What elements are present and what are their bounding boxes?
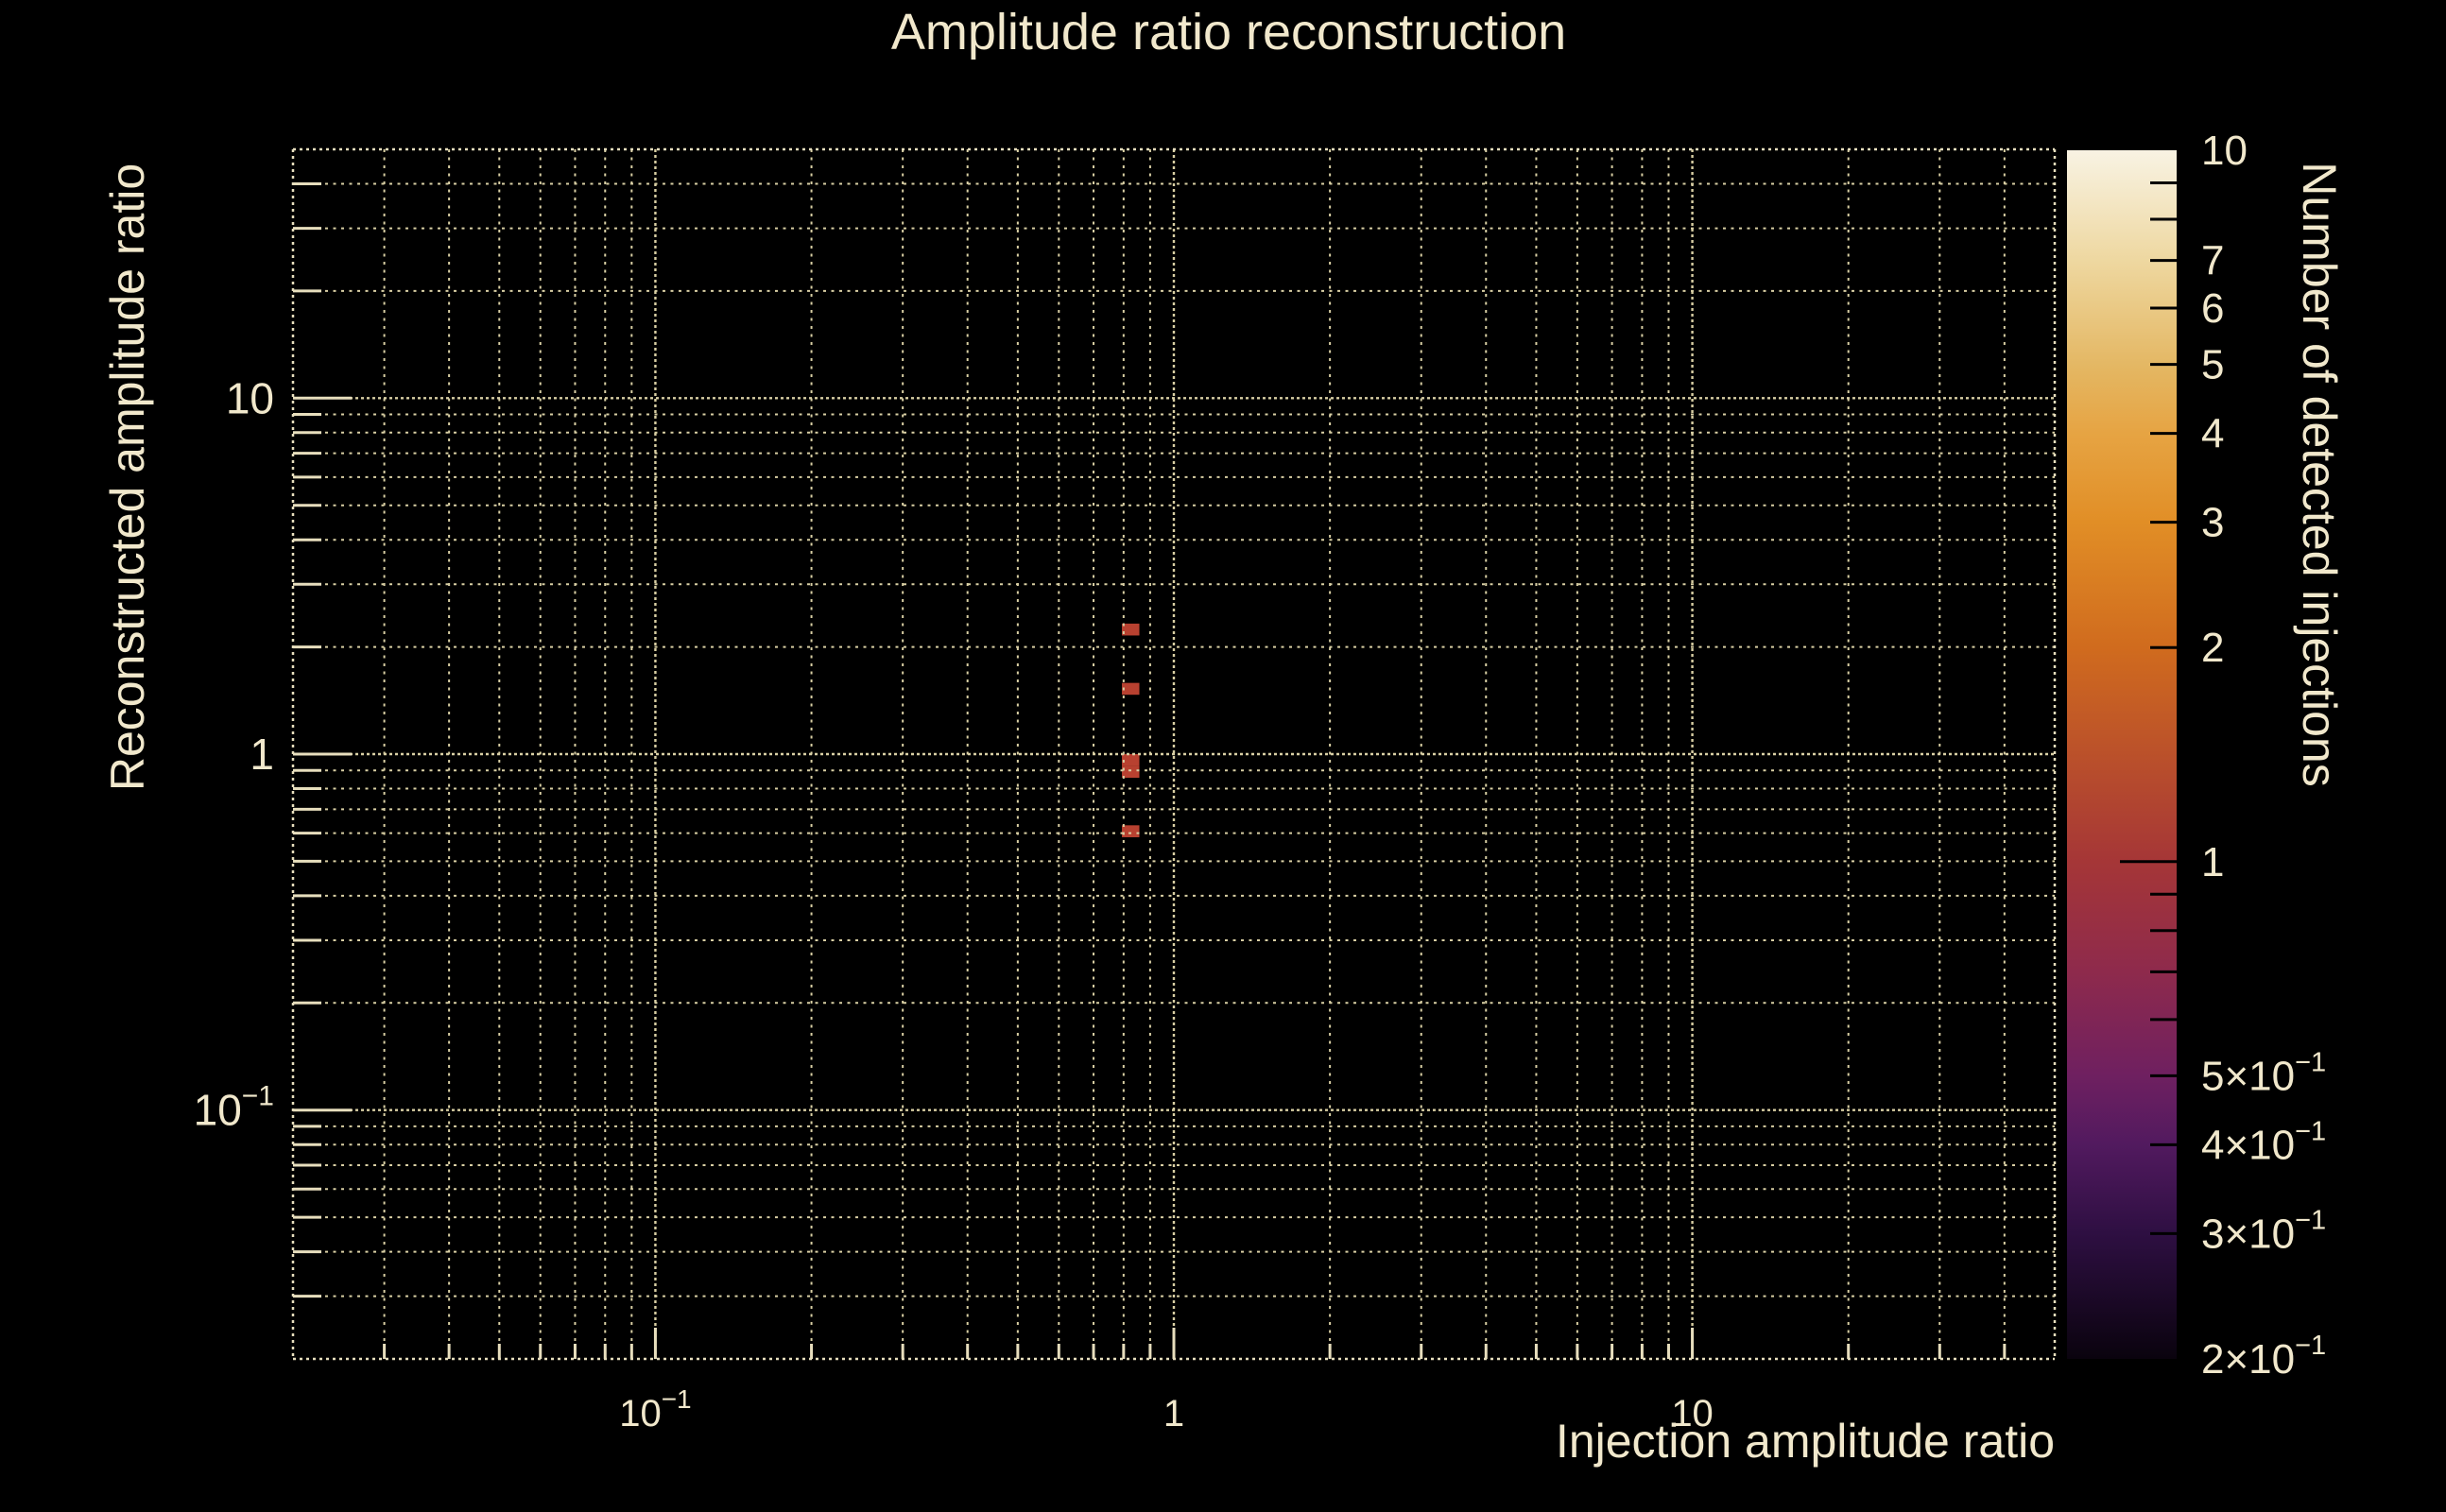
- y-axis-title: Reconstructed amplitude ratio: [101, 163, 154, 791]
- colorbar: 10 76 5 4 3 2 1 5×10−1 4×10−1 3×10−1 2×10−1: [2067, 128, 2326, 1383]
- heatmap-cell: [1122, 825, 1140, 837]
- x-axis-title: Injection amplitude ratio: [1556, 1415, 2055, 1468]
- heatmap-cell: [1122, 754, 1140, 766]
- heatmap-cell: [1122, 682, 1140, 696]
- colorbar-gradient: [2067, 150, 2177, 1359]
- heatmap-cells: [1122, 623, 1140, 837]
- colorbar-tick-label: 1: [2201, 839, 2224, 885]
- colorbar-tick-label: 3×10−1: [2201, 1205, 2326, 1257]
- x-tick-label: 10−1: [619, 1384, 691, 1435]
- axis-ticks: [293, 182, 2007, 1359]
- heatmap-cell: [1122, 623, 1140, 636]
- y-tick-label: 1: [250, 730, 274, 779]
- colorbar-tick-label: 4: [2201, 411, 2224, 457]
- chart-title: Amplitude ratio reconstruction: [891, 4, 1566, 60]
- colorbar-title: Number of detected injections: [2293, 162, 2346, 786]
- colorbar-tick-label: 2: [2201, 625, 2224, 671]
- x-tick-label: 10: [1671, 1393, 1714, 1435]
- y-tick-label: 10: [226, 373, 274, 422]
- axis-tick-labels: 10−1 1 10 10−1 1 10: [194, 373, 1714, 1435]
- heatmap-cell: [1122, 765, 1140, 779]
- colorbar-tick-label: 3: [2201, 500, 2224, 546]
- colorbar-tick-label: 6: [2201, 285, 2224, 332]
- x-tick-label: 1: [1163, 1393, 1184, 1435]
- colorbar-tick-label: 5×10−1: [2201, 1047, 2326, 1099]
- colorbar-tick-label: 10: [2201, 128, 2248, 174]
- colorbar-tick-label: 4×10−1: [2201, 1116, 2326, 1168]
- y-tick-label: 10−1: [194, 1081, 274, 1135]
- colorbar-tick-label: 2×10−1: [2201, 1331, 2326, 1383]
- grid: [293, 149, 2055, 1359]
- colorbar-tick-label: 7: [2201, 238, 2224, 284]
- colorbar-tick-label: 5: [2201, 342, 2224, 388]
